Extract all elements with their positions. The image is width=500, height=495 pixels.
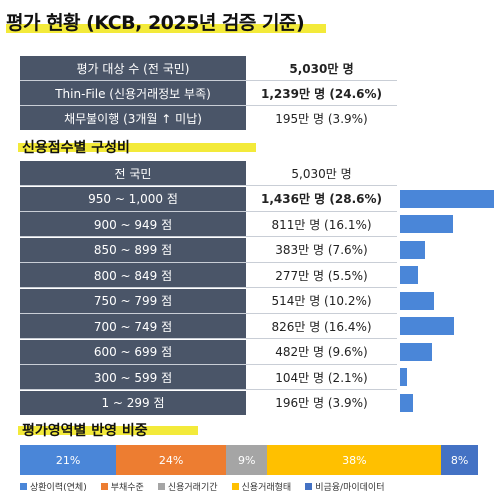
row-divider bbox=[20, 261, 397, 263]
score-label: 700 ~ 749 점 bbox=[20, 314, 246, 338]
score-row: 전 국민 5,030만 명 bbox=[20, 161, 397, 185]
weight-segment: 38% bbox=[267, 445, 442, 475]
legend-swatch bbox=[20, 482, 27, 490]
summary-row: 평가 대상 수 (전 국민) 5,030만 명 bbox=[20, 56, 397, 80]
legend-item: 신용거래기간 bbox=[157, 480, 218, 493]
summary-value: 5,030만 명 bbox=[246, 56, 397, 80]
legend-item: 비금융/마이데이터 bbox=[305, 480, 384, 493]
title-highlight bbox=[6, 24, 326, 33]
score-bar bbox=[400, 215, 453, 233]
section-highlight bbox=[18, 143, 256, 152]
summary-label: Thin-File (신용거래정보 부족) bbox=[20, 81, 246, 105]
score-bar bbox=[400, 393, 413, 412]
section-highlight bbox=[18, 426, 198, 435]
score-value: 811만 명 (16.1%) bbox=[246, 212, 397, 236]
legend-swatch bbox=[157, 482, 165, 490]
summary-row: Thin-File (신용거래정보 부족) 1,239만 명 (24.6%) bbox=[20, 81, 397, 105]
legend-item: 상환이력(연체) bbox=[20, 480, 87, 493]
row-divider bbox=[20, 287, 397, 288]
row-divider bbox=[20, 236, 397, 237]
summary-label: 채무불이행 (3개월 ↑ 미납) bbox=[20, 106, 246, 130]
score-bar bbox=[400, 189, 494, 208]
legend-label: 신용거래형태 bbox=[241, 482, 292, 493]
page-title: 평가 현황 (KCB, 2025년 검증 기준) bbox=[6, 12, 305, 34]
score-bar bbox=[400, 368, 407, 386]
score-value: 482만 명 (9.6%) bbox=[246, 339, 397, 364]
score-row: 750 ~ 799 점 514만 명 (10.2%) bbox=[20, 288, 397, 313]
score-table: 전 국민 5,030만 명 950 ~ 1,000 점 1,436만 명 (28.6%… bbox=[20, 161, 397, 415]
legend-swatch bbox=[231, 482, 239, 490]
score-label: 800 ~ 849 점 bbox=[20, 263, 246, 287]
weight-segment: 24% bbox=[116, 445, 227, 475]
score-row: 300 ~ 599 점 104만 명 (2.1%) bbox=[20, 365, 397, 389]
weight-segment: 9% bbox=[226, 445, 268, 475]
legend-swatch bbox=[305, 482, 313, 490]
score-label: 850 ~ 899 점 bbox=[20, 237, 246, 262]
section-title-weights: 평가영역별 반영 비중 bbox=[22, 423, 148, 439]
weight-stacked-bar: 21% 24% 9% 38% 8% bbox=[20, 445, 478, 475]
score-row: 850 ~ 899 점 383만 명 (7.6%) bbox=[20, 237, 397, 262]
legend-label: 비금융/마이데이터 bbox=[315, 482, 385, 493]
score-value: 5,030만 명 bbox=[246, 161, 397, 185]
row-divider bbox=[20, 312, 397, 314]
legend-label: 신용거래기간 bbox=[167, 482, 218, 493]
score-label: 900 ~ 949 점 bbox=[20, 212, 246, 236]
score-value: 196만 명 (3.9%) bbox=[246, 390, 397, 415]
score-value: 514만 명 (10.2%) bbox=[246, 288, 397, 313]
score-row: 600 ~ 699 점 482만 명 (9.6%) bbox=[20, 339, 397, 364]
score-bar bbox=[400, 240, 425, 259]
score-bar bbox=[400, 342, 432, 361]
score-label: 전 국민 bbox=[20, 161, 246, 185]
summary-table: 평가 대상 수 (전 국민) 5,030만 명 Thin-File (신용거래정보 … bbox=[20, 56, 397, 132]
score-label: 950 ~ 1,000 점 bbox=[20, 186, 246, 211]
score-bar bbox=[400, 291, 434, 310]
row-divider bbox=[20, 338, 397, 339]
score-row: 950 ~ 1,000 점 1,436만 명 (28.6%) bbox=[20, 186, 397, 211]
summary-label: 평가 대상 수 (전 국민) bbox=[20, 56, 246, 80]
row-divider bbox=[20, 185, 397, 186]
score-bar bbox=[400, 317, 454, 335]
row-divider bbox=[20, 80, 397, 81]
score-value: 104만 명 (2.1%) bbox=[246, 365, 397, 389]
weight-segment: 8% bbox=[441, 445, 478, 475]
legend-label: 상환이력(연체) bbox=[30, 482, 87, 493]
score-row: 700 ~ 749 점 826만 명 (16.4%) bbox=[20, 314, 397, 338]
score-value: 1,436만 명 (28.6%) bbox=[246, 186, 397, 211]
legend-label: 부채수준 bbox=[110, 482, 144, 493]
section-title-scores: 신용점수별 구성비 bbox=[22, 140, 130, 156]
score-label: 750 ~ 799 점 bbox=[20, 288, 246, 313]
score-bar bbox=[400, 266, 419, 284]
row-divider bbox=[20, 210, 397, 212]
score-value: 826만 명 (16.4%) bbox=[246, 314, 397, 338]
weight-legend: 상환이력(연체) 부채수준 신용거래기간 신용거래형태 비금융/마이데이터 bbox=[20, 478, 490, 494]
legend-swatch bbox=[100, 482, 108, 490]
summary-value: 195만 명 (3.9%) bbox=[246, 106, 397, 130]
weight-segment: 21% bbox=[20, 445, 117, 475]
row-divider bbox=[20, 389, 397, 390]
score-row: 1 ~ 299 점 196만 명 (3.9%) bbox=[20, 390, 397, 415]
score-value: 277만 명 (5.5%) bbox=[246, 263, 397, 287]
legend-item: 부채수준 bbox=[100, 480, 144, 493]
row-divider bbox=[20, 363, 397, 365]
summary-row: 채무불이행 (3개월 ↑ 미납) 195만 명 (3.9%) bbox=[20, 106, 397, 130]
score-value: 383만 명 (7.6%) bbox=[246, 237, 397, 262]
score-row: 800 ~ 849 점 277만 명 (5.5%) bbox=[20, 263, 397, 287]
score-label: 600 ~ 699 점 bbox=[20, 339, 246, 364]
score-label: 300 ~ 599 점 bbox=[20, 365, 246, 389]
legend-item: 신용거래형태 bbox=[231, 480, 292, 493]
score-row: 900 ~ 949 점 811만 명 (16.1%) bbox=[20, 212, 397, 236]
row-divider bbox=[20, 105, 397, 106]
summary-value: 1,239만 명 (24.6%) bbox=[246, 81, 397, 105]
score-label: 1 ~ 299 점 bbox=[20, 390, 246, 415]
